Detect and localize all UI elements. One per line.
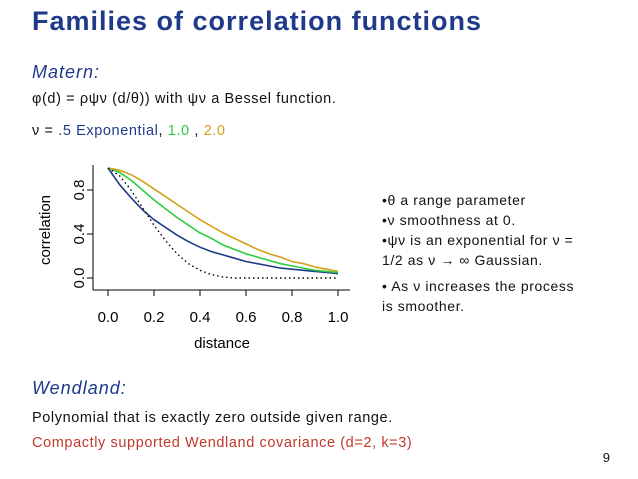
x-tick-label: 0.0 xyxy=(98,309,119,326)
series-line-2 xyxy=(107,167,339,273)
y-tick-label: 0.0 xyxy=(71,268,88,289)
bullet-smoothness: •ν smoothness at 0. xyxy=(382,212,516,228)
correlation-chart: 0.0 0.2 0.4 0.6 0.8 1.0 0.0 0.4 0.8 distance cor… xyxy=(37,165,350,352)
bullet-increase: • As ν increases the process xyxy=(382,278,575,294)
x-tick-label: 1.0 xyxy=(328,309,349,326)
bullet-smoother: is smoother. xyxy=(382,298,465,314)
y-axis-label: correlation xyxy=(37,195,54,265)
nu-values-line: ν = .5 Exponential, 1.0 , 2.0 xyxy=(32,123,226,139)
nu-prefix: ν = xyxy=(32,123,59,139)
nu-separator-1: , xyxy=(158,123,168,139)
nu-separator-2: , xyxy=(189,123,204,139)
x-tick-label: 0.6 xyxy=(236,309,257,326)
bullet-exponential: •ψν is an exponential for ν = xyxy=(382,232,574,248)
series-line-3 xyxy=(107,167,338,279)
series-layer xyxy=(107,167,339,279)
x-tick-label: 0.2 xyxy=(144,309,165,326)
series-line-1 xyxy=(107,167,339,274)
matern-heading: Matern: xyxy=(32,62,101,82)
nu-one-label: 1.0 xyxy=(167,123,190,139)
wendland-line-1: Polynomial that is exactly zero outside … xyxy=(32,410,393,426)
y-tick-label: 0.8 xyxy=(71,180,88,201)
series-line-0 xyxy=(107,167,339,275)
bullet-range: •θ a range parameter xyxy=(382,192,526,208)
x-axis-label: distance xyxy=(194,335,250,352)
axis-ticks: 0.0 0.2 0.4 0.6 0.8 1.0 0.0 0.4 0.8 xyxy=(71,180,348,326)
x-tick-label: 0.4 xyxy=(190,309,211,326)
page-number: 9 xyxy=(602,450,610,465)
wendland-line-2: Compactly supported Wendland covariance … xyxy=(32,435,413,451)
bullet-list: •θ a range parameter •ν smoothness at 0.… xyxy=(382,190,622,316)
x-tick-label: 0.8 xyxy=(282,309,303,326)
nu-two-label: 2.0 xyxy=(203,123,226,139)
slide-title: Families of correlation functions xyxy=(32,6,483,36)
matern-formula: φ(d) = ρψν (d/θ)) with ψν a Bessel funct… xyxy=(32,91,337,107)
y-tick-label: 0.4 xyxy=(71,224,88,245)
plot-axes xyxy=(92,165,350,291)
wendland-heading: Wendland: xyxy=(32,378,127,398)
nu-exponential-label: .5 Exponential xyxy=(58,123,159,139)
bullet-gaussian: 1/2 as ν → ∞ Gaussian. xyxy=(382,252,543,268)
